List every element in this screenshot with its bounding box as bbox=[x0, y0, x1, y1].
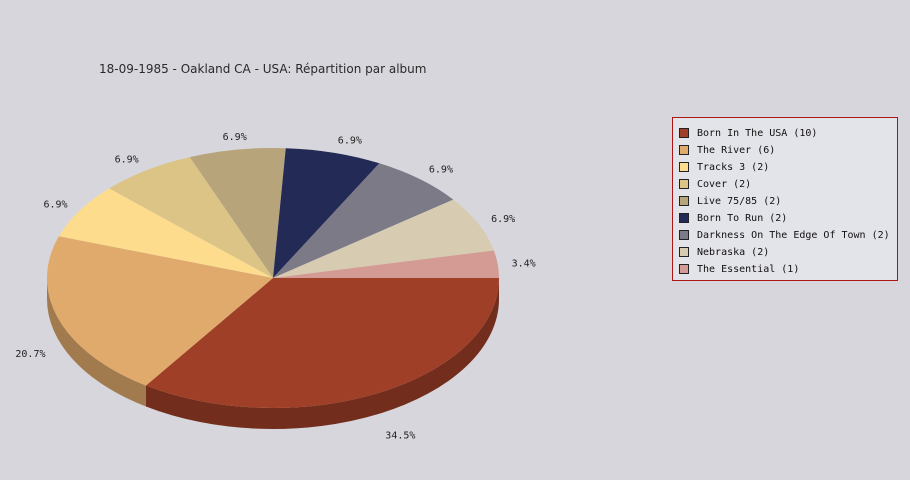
legend-item-live-75-85-2: Live 75/85 (2) bbox=[679, 194, 781, 208]
legend-item-cover-2: Cover (2) bbox=[679, 177, 751, 191]
legend-swatch bbox=[679, 196, 689, 206]
legend-swatch bbox=[679, 213, 689, 223]
legend-item-the-essential-1: The Essential (1) bbox=[679, 262, 799, 276]
pie-slice-cover-2 bbox=[109, 157, 273, 278]
pie-slice-the-river-6 bbox=[46, 236, 273, 386]
legend: Born In The USA (10) The River (6) Tracks … bbox=[672, 117, 898, 281]
legend-label: Tracks 3 (2) bbox=[697, 161, 770, 173]
legend-swatch bbox=[679, 247, 689, 257]
chart-title: 18-09-1985 - Oakland CA - USA: Répartiti… bbox=[99, 62, 427, 76]
pie-pct-label-live-75-85-2: 6.9% bbox=[223, 132, 247, 143]
legend-swatch bbox=[679, 179, 689, 189]
legend-swatch bbox=[679, 230, 689, 240]
legend-label: Live 75/85 (2) bbox=[697, 195, 782, 207]
legend-label: Nebraska (2) bbox=[697, 246, 770, 258]
legend-label: The River (6) bbox=[697, 144, 776, 156]
legend-item-the-river-6: The River (6) bbox=[679, 143, 775, 157]
pie-pct-label-darkness-on-the-edge-of-town-2: 6.9% bbox=[429, 165, 453, 176]
legend-swatch bbox=[679, 145, 689, 155]
legend-item-born-in-the-usa-10: Born In The USA (10) bbox=[679, 126, 817, 140]
legend-swatch bbox=[679, 128, 689, 138]
legend-label: The Essential (1) bbox=[697, 263, 800, 275]
legend-item-nebraska-2: Nebraska (2) bbox=[679, 245, 769, 259]
pie-slice-live-75-85-2 bbox=[189, 147, 286, 278]
pie-slice-the-essential-1 bbox=[273, 250, 499, 278]
legend-item-born-to-run-2: Born To Run (2) bbox=[679, 211, 787, 225]
pie-pct-label-the-essential-1: 3.4% bbox=[512, 259, 536, 270]
legend-label: Cover (2) bbox=[697, 178, 752, 190]
pie-sides bbox=[47, 278, 499, 430]
pie-slice-nebraska-2 bbox=[273, 199, 494, 278]
legend-label: Born To Run (2) bbox=[697, 212, 788, 224]
legend-label: Darkness On The Edge Of Town (2) bbox=[697, 229, 890, 241]
pie-pct-label-nebraska-2: 6.9% bbox=[491, 214, 515, 225]
pie-side-the-river-6 bbox=[47, 278, 146, 407]
legend-label: Born In The USA (10) bbox=[697, 127, 818, 139]
pie-pct-label-born-in-the-usa-10: 34.5% bbox=[385, 430, 415, 441]
legend-swatch bbox=[679, 264, 689, 274]
pie-pct-label-cover-2: 6.9% bbox=[115, 155, 139, 166]
pie-pct-label-the-river-6: 20.7% bbox=[15, 349, 45, 360]
legend-item-darkness-on-the-edge-of-town-2: Darkness On The Edge Of Town (2) bbox=[679, 228, 890, 242]
pie-slice-born-to-run-2 bbox=[273, 148, 380, 278]
legend-item-tracks-3-2: Tracks 3 (2) bbox=[679, 160, 769, 174]
pie-slice-born-in-the-usa-10 bbox=[145, 278, 499, 409]
pie-pct-label-tracks-3-2: 6.9% bbox=[44, 200, 68, 211]
legend-swatch bbox=[679, 162, 689, 172]
pie-slice-darkness-on-the-edge-of-town-2 bbox=[273, 163, 454, 278]
pie-side-born-in-the-usa-10 bbox=[145, 278, 499, 430]
pie-pct-label-born-to-run-2: 6.9% bbox=[338, 135, 362, 146]
pie-top bbox=[46, 147, 499, 409]
pie-slice-tracks-3-2 bbox=[58, 188, 274, 278]
pie-labels: 34.5% 20.7% 6.9% 6.9% 6.9% 6.9% 6.9% 6.9% 3.4% bbox=[15, 132, 536, 441]
